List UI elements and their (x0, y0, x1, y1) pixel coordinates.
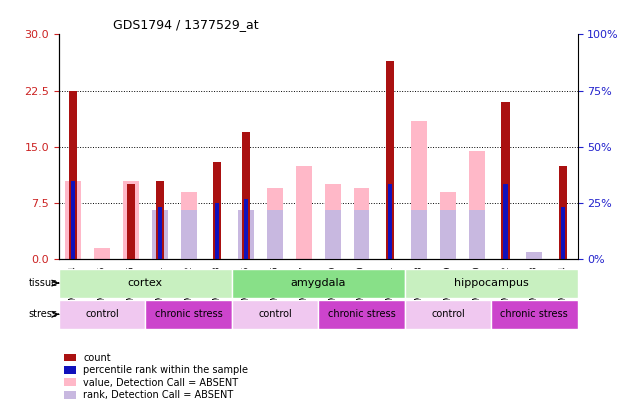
Bar (561, 207, 565, 259)
Bar (242, 132, 250, 259)
Text: chronic stress: chronic stress (328, 309, 396, 319)
Text: control: control (431, 309, 465, 319)
Text: control: control (258, 309, 292, 319)
Bar (59, 300, 145, 329)
Bar (238, 211, 254, 259)
Text: control: control (85, 309, 119, 319)
Text: hippocampus: hippocampus (454, 278, 528, 288)
Text: cortex: cortex (128, 278, 163, 288)
Bar (232, 300, 318, 329)
Bar (411, 121, 427, 259)
Bar (296, 166, 312, 259)
Bar (158, 207, 162, 259)
Bar (318, 300, 405, 329)
Bar (440, 211, 456, 259)
Bar (325, 211, 340, 259)
Bar (214, 162, 222, 259)
Text: amygdala: amygdala (291, 278, 346, 288)
Text: GDS1794 / 1377529_at: GDS1794 / 1377529_at (114, 18, 259, 31)
Bar (181, 192, 197, 259)
Bar (71, 181, 75, 259)
Bar (527, 252, 542, 259)
Text: chronic stress: chronic stress (501, 309, 568, 319)
Bar (405, 269, 578, 298)
Bar (386, 61, 394, 259)
Bar (559, 166, 567, 259)
Bar (156, 181, 164, 259)
Bar (70, 91, 78, 259)
Bar (469, 211, 484, 259)
Bar (65, 181, 81, 259)
Bar (353, 211, 369, 259)
Bar (152, 211, 168, 259)
Bar (267, 211, 283, 259)
Bar (94, 248, 110, 259)
Bar (127, 184, 135, 259)
Bar (405, 300, 491, 329)
Bar (388, 184, 392, 259)
Bar (440, 192, 456, 259)
Bar (504, 184, 507, 259)
Bar (59, 269, 232, 298)
Bar (502, 102, 510, 259)
Bar (353, 188, 369, 259)
Bar (325, 184, 340, 259)
Bar (232, 269, 405, 298)
Text: tissue: tissue (29, 278, 58, 288)
Bar (267, 188, 283, 259)
Bar (469, 151, 484, 259)
Text: stress: stress (29, 309, 58, 319)
Bar (145, 300, 232, 329)
Bar (181, 211, 197, 259)
Bar (123, 181, 139, 259)
Bar (491, 300, 578, 329)
Bar (411, 211, 427, 259)
Text: chronic stress: chronic stress (155, 309, 222, 319)
Legend: count, percentile rank within the sample, value, Detection Call = ABSENT, rank, : count, percentile rank within the sample… (64, 353, 248, 400)
Bar (215, 203, 219, 259)
Bar (244, 199, 248, 259)
